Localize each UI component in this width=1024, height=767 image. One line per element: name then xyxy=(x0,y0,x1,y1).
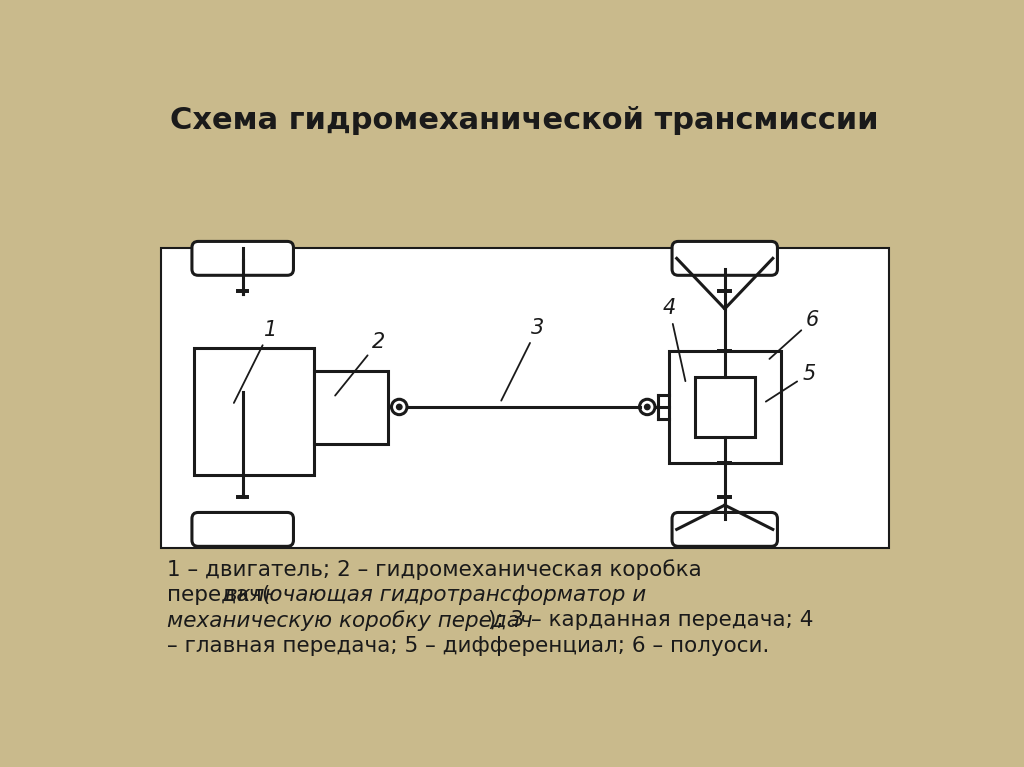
Text: 3: 3 xyxy=(501,318,544,400)
Text: передач(: передач( xyxy=(167,585,270,605)
Circle shape xyxy=(391,400,407,415)
Text: – главная передача; 5 – дифференциал; 6 – полуоси.: – главная передача; 5 – дифференциал; 6 … xyxy=(167,636,769,656)
Bar xyxy=(314,370,388,444)
FancyBboxPatch shape xyxy=(672,242,777,275)
Text: 1: 1 xyxy=(233,320,276,403)
Circle shape xyxy=(640,400,655,415)
Text: механическую коробку передач: механическую коробку передач xyxy=(167,611,532,631)
FancyBboxPatch shape xyxy=(191,242,294,275)
Text: 6: 6 xyxy=(769,310,819,359)
Text: 1 – двигатель; 2 – гидромеханическая коробка: 1 – двигатель; 2 – гидромеханическая кор… xyxy=(167,559,701,581)
Circle shape xyxy=(396,404,402,410)
Bar xyxy=(694,377,755,437)
Bar xyxy=(669,351,781,463)
Bar xyxy=(161,248,889,548)
Text: 4: 4 xyxy=(663,298,685,381)
Text: Схема гидромеханической трансмиссии: Схема гидромеханической трансмиссии xyxy=(170,106,880,135)
Text: включающая гидротрансформатор и: включающая гидротрансформатор и xyxy=(225,585,646,605)
FancyBboxPatch shape xyxy=(672,512,777,546)
Bar xyxy=(194,347,314,475)
Text: ); 3 – карданная передача; 4: ); 3 – карданная передача; 4 xyxy=(488,611,814,630)
Text: 5: 5 xyxy=(766,364,815,402)
FancyBboxPatch shape xyxy=(191,512,294,546)
Text: 2: 2 xyxy=(335,331,385,396)
Circle shape xyxy=(644,404,650,410)
